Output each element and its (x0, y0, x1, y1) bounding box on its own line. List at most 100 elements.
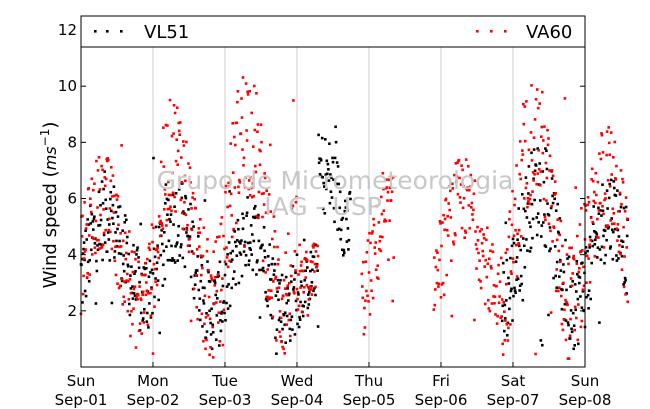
data-point (203, 199, 207, 202)
data-point (562, 263, 565, 266)
data-point (145, 320, 149, 323)
data-point (165, 224, 168, 227)
data-point (572, 347, 575, 351)
data-point (269, 313, 273, 317)
data-point (218, 340, 222, 343)
data-point (169, 220, 172, 224)
data-point (470, 206, 473, 209)
data-point (111, 203, 115, 207)
data-point (433, 303, 437, 307)
data-point (435, 281, 439, 285)
data-point (238, 240, 241, 244)
data-point (521, 153, 525, 156)
data-point (197, 288, 201, 292)
data-point (336, 165, 340, 168)
data-point (330, 176, 333, 180)
data-point (610, 217, 613, 220)
data-point (331, 160, 335, 164)
data-point (477, 251, 480, 255)
data-point (157, 215, 161, 218)
data-point (184, 179, 187, 183)
data-point (158, 331, 161, 335)
data-point (501, 304, 504, 308)
data-point (508, 296, 512, 300)
data-point (242, 164, 245, 167)
data-point (471, 218, 475, 221)
data-point (310, 288, 313, 291)
data-point (123, 221, 126, 224)
data-point (115, 239, 118, 243)
data-point (437, 285, 440, 288)
data-point (611, 228, 614, 232)
data-point (501, 342, 504, 346)
data-point (553, 180, 557, 183)
data-point (276, 262, 280, 266)
data-point (493, 295, 497, 299)
data-point (229, 142, 232, 145)
data-point (248, 90, 251, 93)
data-point (131, 285, 134, 288)
data-point (548, 226, 552, 229)
data-point (257, 190, 261, 194)
data-point (503, 339, 507, 342)
data-point (81, 252, 85, 255)
data-point (150, 286, 153, 289)
data-point (593, 190, 596, 194)
data-point (466, 186, 469, 189)
data-point (303, 278, 306, 282)
data-point (194, 274, 198, 277)
data-point (161, 224, 164, 227)
data-point (184, 213, 188, 217)
data-point (260, 268, 264, 272)
data-point (117, 223, 120, 227)
legend-marker-vl51 (94, 30, 123, 33)
data-point (265, 295, 269, 299)
data-point (115, 193, 118, 197)
data-point (208, 309, 211, 313)
data-point (177, 121, 180, 125)
data-point (309, 250, 313, 254)
y-tick-label: 4 (67, 246, 77, 264)
data-point (174, 210, 177, 213)
data-point (603, 198, 606, 202)
data-point (133, 294, 137, 297)
data-point (151, 311, 154, 315)
data-point (148, 242, 151, 246)
data-point (443, 228, 446, 232)
data-point (179, 182, 182, 185)
y-tick-label: 10 (58, 77, 77, 95)
data-point (113, 194, 116, 198)
data-point (150, 287, 153, 291)
data-point (576, 234, 579, 238)
data-point (537, 149, 540, 152)
data-point (599, 258, 603, 261)
data-point (301, 269, 305, 273)
data-point (495, 322, 499, 325)
data-point (226, 253, 229, 256)
data-point (568, 246, 571, 250)
data-point (255, 260, 259, 264)
data-point (132, 243, 135, 247)
data-point (463, 229, 467, 233)
data-point (587, 257, 590, 260)
data-point (266, 255, 270, 258)
data-point (597, 209, 601, 212)
data-point (542, 139, 545, 142)
data-point (282, 347, 285, 351)
data-point (289, 264, 293, 267)
data-point (211, 323, 214, 327)
data-point (165, 218, 169, 222)
data-point (594, 171, 598, 175)
data-point (612, 156, 615, 159)
data-point (119, 252, 123, 256)
data-point (152, 156, 155, 160)
data-point (488, 257, 491, 261)
data-point (109, 197, 112, 201)
data-point (159, 160, 163, 164)
data-point (188, 244, 191, 247)
data-point (148, 302, 151, 305)
data-point (573, 305, 577, 309)
data-point (220, 288, 223, 292)
data-point (315, 265, 318, 269)
data-point (621, 181, 625, 184)
